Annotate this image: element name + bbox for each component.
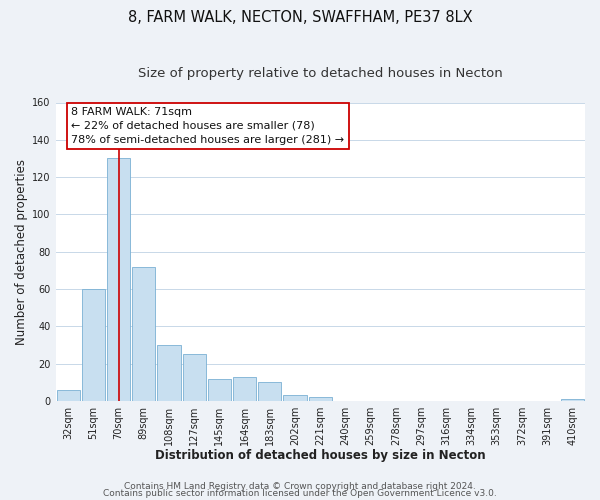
Bar	[208, 378, 231, 401]
Bar	[283, 396, 307, 401]
Bar	[82, 289, 105, 401]
Text: 8 FARM WALK: 71sqm
← 22% of detached houses are smaller (78)
78% of semi-detache: 8 FARM WALK: 71sqm ← 22% of detached hou…	[71, 107, 344, 145]
Bar	[308, 398, 332, 401]
Y-axis label: Number of detached properties: Number of detached properties	[15, 159, 28, 345]
Bar	[561, 399, 584, 401]
Bar	[182, 354, 206, 401]
Bar	[56, 390, 80, 401]
X-axis label: Distribution of detached houses by size in Necton: Distribution of detached houses by size …	[155, 450, 485, 462]
Text: 8, FARM WALK, NECTON, SWAFFHAM, PE37 8LX: 8, FARM WALK, NECTON, SWAFFHAM, PE37 8LX	[128, 10, 472, 25]
Text: Contains public sector information licensed under the Open Government Licence v3: Contains public sector information licen…	[103, 490, 497, 498]
Bar	[132, 266, 155, 401]
Bar	[157, 345, 181, 401]
Bar	[107, 158, 130, 401]
Bar	[258, 382, 281, 401]
Title: Size of property relative to detached houses in Necton: Size of property relative to detached ho…	[138, 68, 503, 80]
Bar	[233, 377, 256, 401]
Text: Contains HM Land Registry data © Crown copyright and database right 2024.: Contains HM Land Registry data © Crown c…	[124, 482, 476, 491]
